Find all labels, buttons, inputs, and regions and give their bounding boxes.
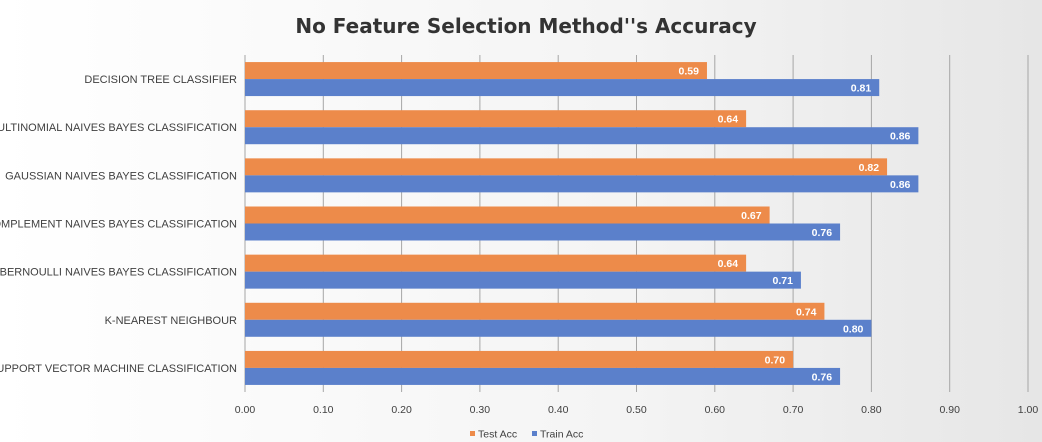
- chart-title: No Feature Selection Method''s Accuracy: [295, 14, 756, 38]
- x-tick-label-5: 0.50: [626, 404, 647, 416]
- data-label-train-acc-2: 0.86: [890, 179, 911, 191]
- category-labels: DECISION TREE CLASSIFIER MULTINOMIAL NAIV…: [0, 74, 237, 375]
- x-tick-label-3: 0.30: [470, 404, 491, 416]
- data-label-test-acc-1: 0.64: [718, 114, 739, 126]
- x-tick-label-6: 0.60: [705, 404, 726, 416]
- data-label-train-acc-5: 0.80: [843, 323, 864, 335]
- bar-train-acc-5: [245, 319, 872, 337]
- legend-swatch-1: [532, 431, 537, 436]
- category-label-4: BERNOULLI NAIVES BAYES CLASSIFICATION: [0, 267, 237, 279]
- bar-test-acc-1: [245, 110, 747, 128]
- data-label-train-acc-4: 0.71: [772, 275, 793, 287]
- data-label-test-acc-3: 0.67: [741, 210, 762, 222]
- category-label-1: MULTINOMIAL NAIVES BAYES CLASSIFICATION: [0, 122, 237, 134]
- x-tick-label-0: 0.00: [235, 404, 256, 416]
- x-tick-labels: 0.00 0.10 0.20 0.30 0.40 0.50 0.60 0.70 0.80 0.90…: [235, 404, 1039, 416]
- bar-train-acc-0: [245, 79, 880, 97]
- category-label-3: COMPLEMENT NAIVES BAYES CLASSIFICATION: [0, 219, 237, 231]
- x-tick-label-8: 0.80: [861, 404, 882, 416]
- data-label-test-acc-6: 0.70: [765, 354, 786, 366]
- bar-test-acc-0: [245, 62, 707, 80]
- bar-test-acc-4: [245, 254, 747, 272]
- data-label-train-acc-6: 0.76: [812, 371, 833, 383]
- bar-test-acc-2: [245, 158, 888, 176]
- legend-label-0: Test Acc: [478, 429, 517, 441]
- bar-train-acc-4: [245, 271, 801, 289]
- category-label-5: K-NEAREST NEIGHBOUR: [105, 315, 237, 327]
- legend: Test Acc Train Acc: [470, 429, 583, 441]
- x-tick-label-4: 0.40: [548, 404, 569, 416]
- bar-train-acc-3: [245, 223, 841, 241]
- bar-test-acc-3: [245, 206, 770, 224]
- x-tick-label-10: 1.00: [1018, 404, 1039, 416]
- data-label-test-acc-5: 0.74: [796, 306, 817, 318]
- x-tick-label-2: 0.20: [391, 404, 412, 416]
- bars: 0.59 0.81 0.64 0.86 0.82 0.86 0.67 0.76 0.64 0.71…: [245, 62, 919, 385]
- x-tick-label-7: 0.70: [783, 404, 804, 416]
- data-label-train-acc-3: 0.76: [812, 227, 833, 239]
- bar-train-acc-2: [245, 175, 919, 193]
- data-label-test-acc-4: 0.64: [718, 258, 739, 270]
- bar-train-acc-1: [245, 127, 919, 145]
- data-label-train-acc-1: 0.86: [890, 131, 911, 143]
- legend-swatch-0: [470, 431, 475, 436]
- bar-train-acc-6: [245, 367, 841, 385]
- data-label-test-acc-2: 0.82: [859, 162, 880, 174]
- category-label-6: SUPPORT VECTOR MACHINE CLASSIFICATION: [0, 363, 237, 375]
- x-tick-label-9: 0.90: [939, 404, 960, 416]
- category-label-0: DECISION TREE CLASSIFIER: [84, 74, 237, 86]
- bar-test-acc-6: [245, 350, 794, 368]
- data-label-train-acc-0: 0.81: [851, 83, 872, 95]
- x-tick-label-1: 0.10: [313, 404, 334, 416]
- bar-test-acc-5: [245, 302, 825, 320]
- legend-label-1: Train Acc: [540, 429, 583, 441]
- category-label-2: GAUSSIAN NAIVES BAYES CLASSIFICATION: [5, 170, 237, 182]
- data-label-test-acc-0: 0.59: [679, 66, 700, 78]
